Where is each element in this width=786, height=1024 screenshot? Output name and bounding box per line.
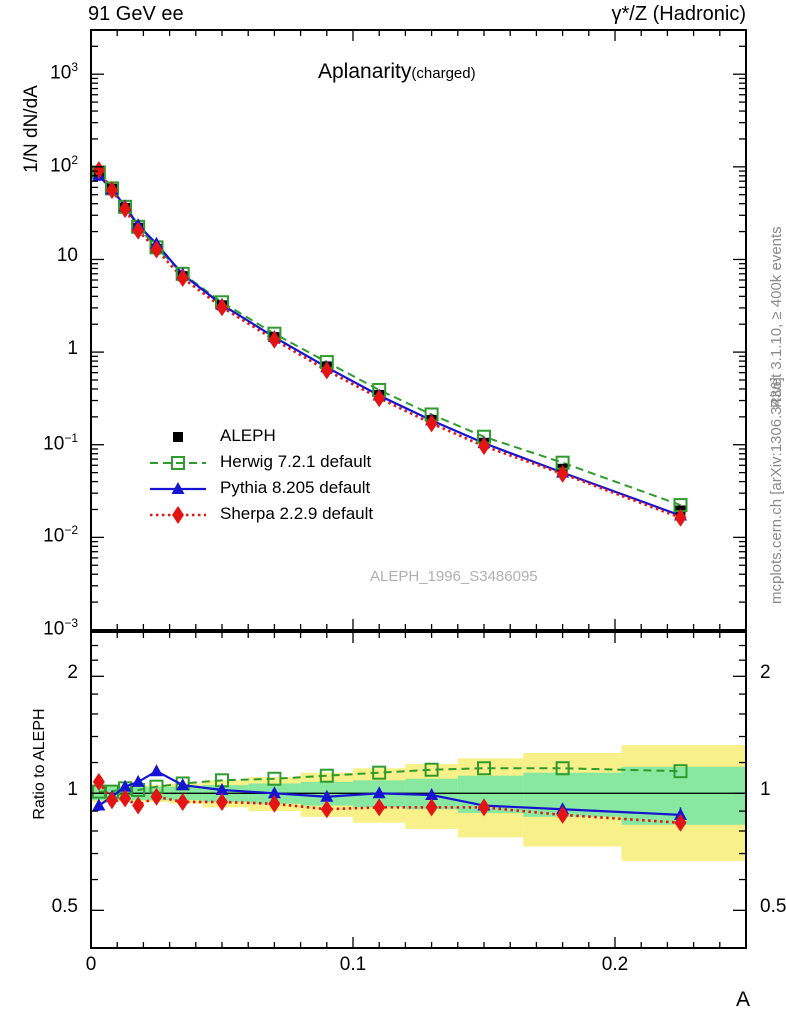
data-point-marker (320, 789, 334, 802)
main-y-tick-label: 103 (50, 60, 78, 84)
data-point-marker (320, 800, 333, 819)
data-point-marker (131, 774, 145, 787)
ratio-panel-frame (90, 631, 747, 949)
data-point-marker (150, 764, 163, 777)
x-tick-label: 0 (85, 954, 97, 975)
data-point-marker (216, 298, 228, 317)
data-point-marker (674, 508, 687, 527)
data-point-marker (267, 771, 282, 786)
legend-entry-label: ALEPH (220, 426, 276, 445)
main-y-tick-label: 10−2 (43, 523, 78, 547)
legend-entry-label: Sherpa 2.2.9 default (220, 504, 374, 523)
data-point-marker (673, 764, 688, 779)
title-sub: (charged) (411, 65, 476, 82)
data-point-marker (556, 464, 569, 483)
main-series-line (97, 169, 681, 519)
legend-entry-label: Herwig 7.2.1 default (220, 452, 372, 471)
data-point-marker (424, 762, 439, 777)
ratio-y-tick-label: 0.5 (51, 896, 78, 918)
data-point-marker (119, 789, 132, 808)
ratio-y-tick-label: 1 (67, 779, 78, 801)
data-point-marker (132, 796, 145, 815)
data-point-marker (478, 437, 490, 456)
main-series-line (98, 175, 681, 517)
data-point-marker (172, 506, 184, 524)
data-point-marker (373, 798, 386, 817)
data-point-marker (92, 772, 105, 791)
data-point-marker (132, 221, 145, 240)
data-point-marker (268, 330, 281, 349)
data-point-marker (477, 761, 491, 776)
data-point-marker (425, 788, 439, 801)
data-point-marker (176, 778, 190, 791)
data-point-marker (372, 786, 386, 799)
x-axis-label: A (735, 988, 750, 1011)
data-point-marker (173, 432, 183, 442)
main-y-tick-label: 1 (67, 338, 78, 360)
data-point-marker (478, 798, 490, 817)
ratio-y-tick-label: 2 (67, 662, 78, 684)
data-point-marker (92, 798, 106, 811)
data-point-marker (373, 389, 386, 408)
header-beam-label: 91 GeV ee (88, 3, 184, 25)
data-point-marker (319, 768, 334, 783)
data-point-marker (556, 805, 569, 824)
page-title: Aplanarity(charged) (318, 60, 476, 84)
data-point-marker (425, 798, 438, 817)
data-point-marker (119, 200, 132, 219)
data-point-marker (674, 813, 687, 832)
header-process-label: γ*/Z (Hadronic) (611, 3, 746, 25)
legend-entry-label: Pythia 8.205 default (220, 478, 371, 497)
data-point-marker (150, 240, 163, 259)
main-panel-frame (90, 29, 747, 631)
data-point-marker (105, 181, 118, 200)
ratio-y-tick-label-right: 1 (760, 779, 771, 801)
data-point-marker (555, 761, 570, 776)
data-point-marker (176, 269, 189, 288)
data-point-marker (150, 787, 163, 806)
data-point-marker (176, 792, 189, 811)
data-point-marker (267, 786, 281, 799)
data-point-marker (320, 361, 333, 380)
data-point-marker (215, 782, 229, 795)
main-y-tick-label: 10−3 (43, 616, 78, 640)
analysis-watermark: ALEPH_1996_S3486095 (370, 568, 538, 585)
data-point-marker (425, 414, 438, 433)
data-point-marker (216, 792, 228, 811)
ratio-y-tick-label-right: 2 (760, 662, 771, 684)
data-point-marker (105, 791, 118, 810)
data-point-marker (268, 794, 281, 813)
data-point-marker (171, 456, 185, 470)
x-tick-label: 0.1 (339, 954, 367, 975)
main-y-tick-label: 10 (56, 245, 78, 267)
data-point-marker (118, 779, 132, 792)
main-series-line (98, 171, 681, 507)
main-y-tick-label: 102 (50, 152, 78, 177)
data-point-marker (372, 765, 387, 780)
title-main: Aplanarity (318, 60, 412, 83)
data-point-marker (92, 161, 105, 180)
data-point-marker (171, 482, 185, 494)
x-tick-label: 0.2 (601, 954, 629, 975)
ratio-y-tick-label-right: 0.5 (760, 896, 786, 918)
main-y-tick-label: 10−1 (43, 430, 78, 455)
